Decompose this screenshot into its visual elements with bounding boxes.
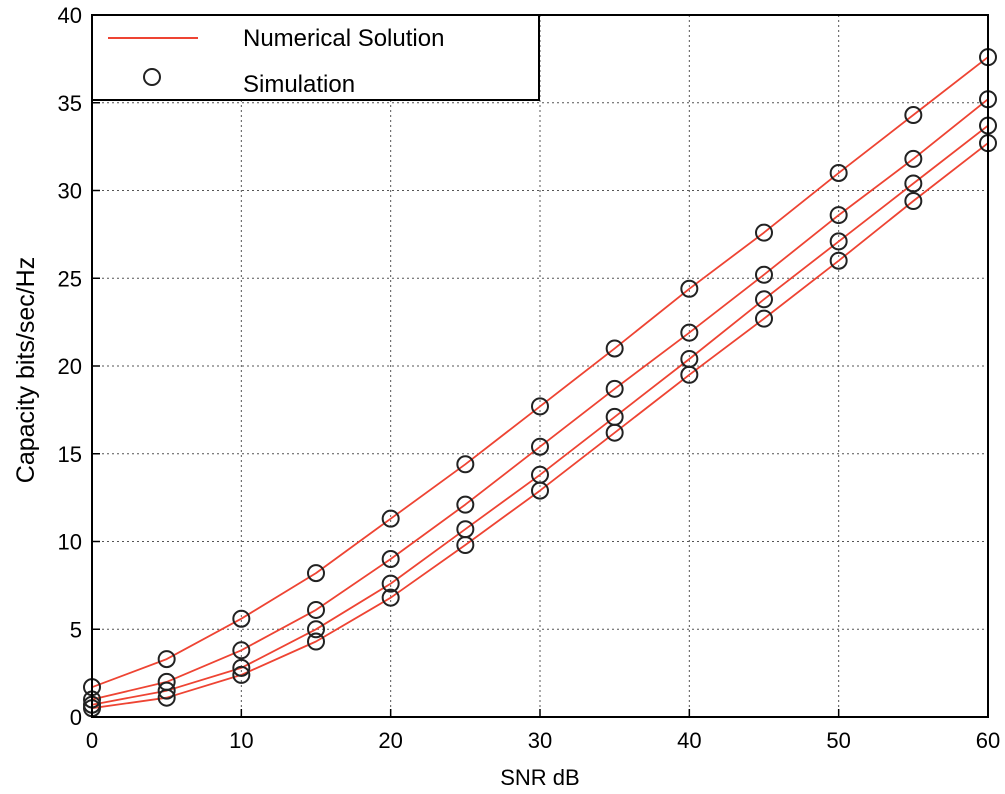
- simulation-point: [904, 174, 923, 193]
- legend-box: [91, 14, 540, 101]
- simulation-point: [157, 681, 176, 700]
- y-tick-label: 10: [58, 530, 82, 555]
- simulation-point: [531, 481, 549, 500]
- simulation-point: [307, 632, 325, 651]
- y-tick-label: 5: [70, 617, 82, 642]
- legend-circle-swatch: [143, 68, 161, 86]
- series-line-3: [91, 124, 989, 706]
- simulation-point: [680, 279, 699, 298]
- x-tick-label: 60: [976, 728, 1000, 753]
- series-lines: [91, 56, 989, 710]
- y-tick-label: 15: [58, 442, 82, 467]
- simulation-point: [755, 309, 773, 328]
- simulation-point: [829, 206, 848, 225]
- simulation-point: [904, 192, 923, 211]
- legend-label-numerical: Numerical Solution: [243, 25, 444, 52]
- simulation-point: [381, 574, 400, 593]
- simulation-point: [157, 650, 176, 669]
- simulation-point: [307, 600, 325, 619]
- legend-label-simulation: Simulation: [243, 71, 355, 98]
- y-tick-label: 40: [58, 3, 82, 28]
- simulation-point: [531, 397, 549, 416]
- simulation-point: [904, 106, 923, 125]
- simulation-point: [755, 290, 773, 309]
- simulation-point: [456, 536, 475, 555]
- simulation-point: [829, 232, 848, 251]
- simulation-point: [232, 609, 251, 628]
- series-line-2: [91, 98, 989, 701]
- x-tick-label: 0: [86, 728, 98, 753]
- simulation-point: [904, 149, 923, 168]
- y-tick-label: 30: [58, 179, 82, 204]
- simulation-point: [232, 658, 251, 677]
- y-tick-label: 25: [58, 266, 82, 291]
- y-tick-label: 35: [58, 91, 82, 116]
- simulation-point: [829, 163, 848, 182]
- simulation-point: [381, 509, 400, 528]
- x-tick-label: 40: [677, 728, 701, 753]
- simulation-point: [232, 665, 251, 684]
- axis-ticks: 0 10 20 30 40 50 60 0 5 10 15 20 25 30 35 40: [58, 3, 1001, 753]
- x-axis-title: SNR dB: [500, 765, 579, 790]
- simulation-point: [531, 437, 549, 456]
- simulation-point: [755, 223, 773, 242]
- simulation-point: [829, 251, 848, 270]
- y-tick-label: 0: [70, 705, 82, 730]
- simulation-point: [605, 339, 624, 358]
- simulation-point: [381, 588, 400, 607]
- x-tick-label: 10: [229, 728, 253, 753]
- simulation-point: [307, 620, 325, 639]
- legend: Numerical Solution Simulation: [91, 14, 540, 101]
- x-tick-label: 50: [826, 728, 850, 753]
- simulation-point: [381, 550, 400, 569]
- simulation-point: [232, 641, 251, 660]
- x-tick-label: 30: [528, 728, 552, 753]
- simulation-point: [755, 265, 773, 284]
- simulation-point: [157, 688, 176, 707]
- simulation-point: [680, 323, 699, 342]
- simulation-point: [456, 495, 475, 514]
- grid: [92, 15, 988, 717]
- simulation-point: [456, 455, 475, 474]
- series-line-1: [91, 56, 989, 689]
- simulation-point: [307, 564, 325, 583]
- y-axis-title: Capacity bits/sec/Hz: [12, 257, 40, 483]
- x-tick-label: 20: [378, 728, 402, 753]
- simulation-point: [605, 423, 624, 442]
- y-tick-label: 20: [58, 354, 82, 379]
- simulation-point: [680, 365, 699, 384]
- simulation-point: [605, 379, 624, 398]
